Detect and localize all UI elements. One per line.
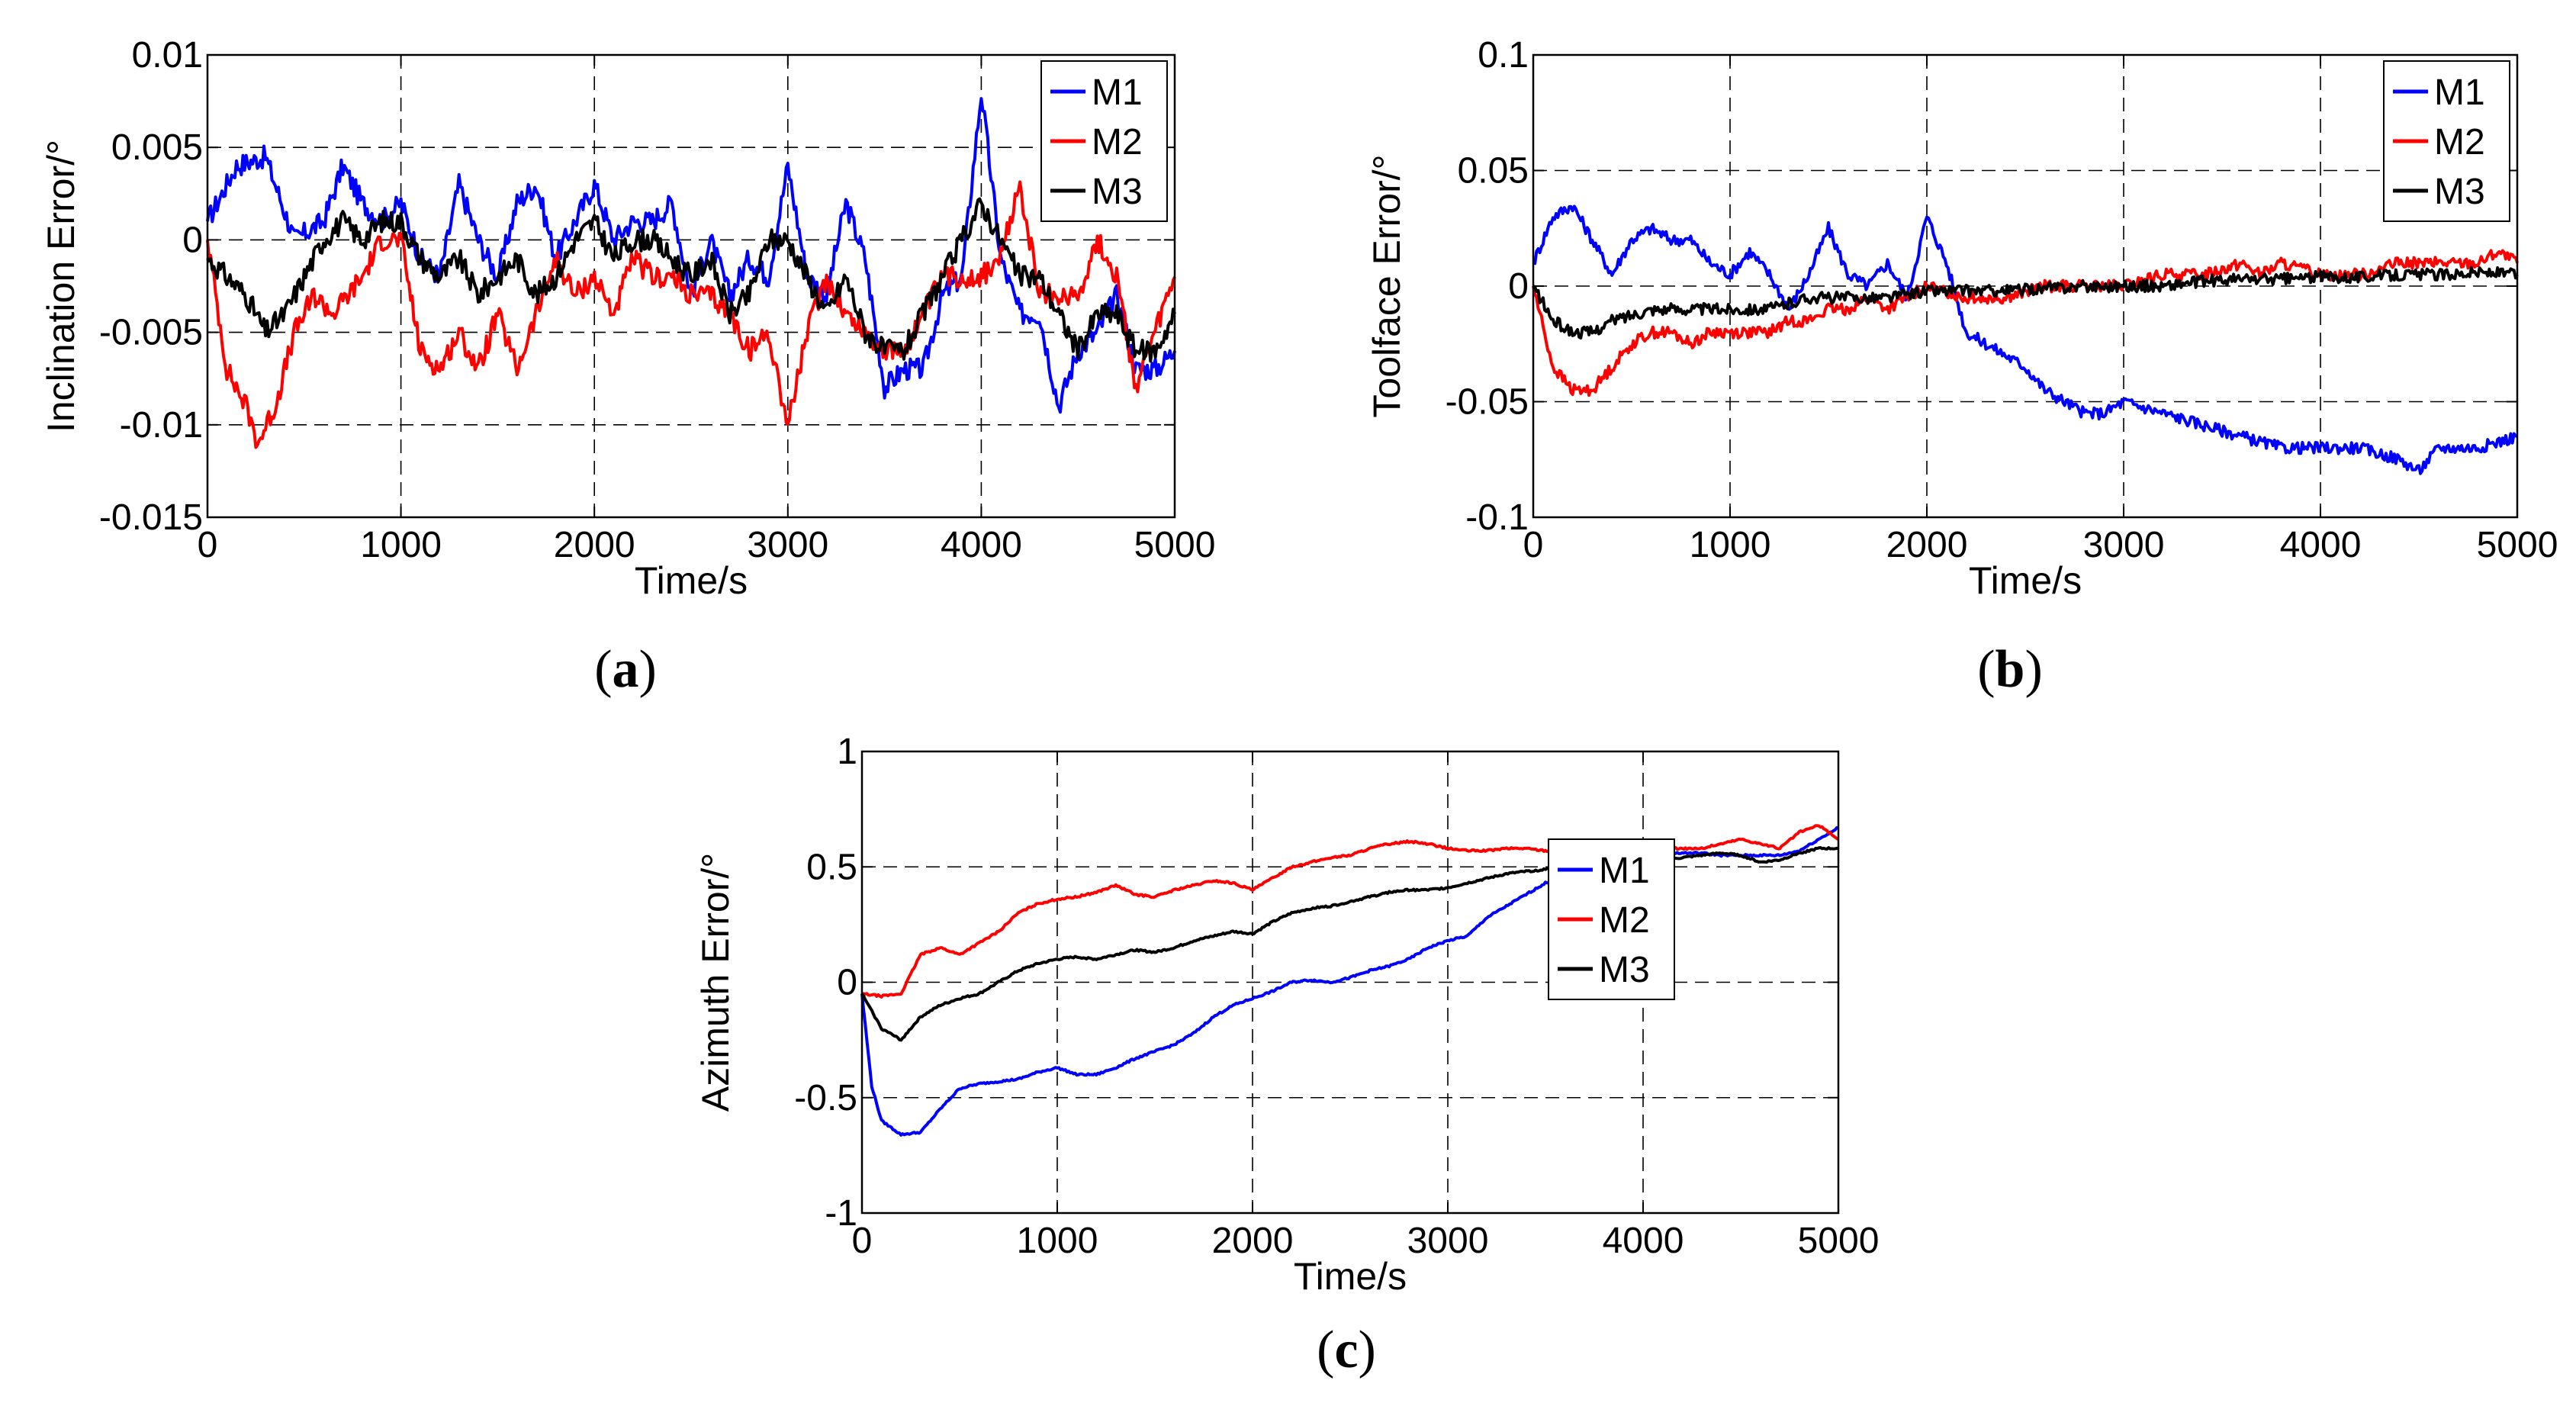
legend: M1 M2 M3	[2383, 60, 2510, 222]
x-tick-label: 4000	[2280, 525, 2362, 565]
y-tick-label: 1	[837, 732, 857, 772]
series-line-M2	[861, 824, 1839, 999]
series-line-M1	[860, 825, 1839, 1137]
panel-b: 0 1000 2000 3000 4000 5000 -0.1 -0.05 0 0.05 0.1 Ti…	[1365, 35, 2558, 699]
x-tick-label: 2000	[1212, 1221, 1294, 1261]
x-tick-label: 3000	[2083, 525, 2165, 565]
series-line-M3	[1532, 265, 2519, 339]
panel-caption: (c)	[1317, 1321, 1376, 1379]
y-tick-label: -1	[825, 1193, 857, 1234]
x-tick-label: 3000	[1407, 1221, 1489, 1261]
x-axis-label: Time/s	[635, 559, 748, 602]
series-line-M2	[206, 180, 1176, 449]
y-axis-label: Toolface Error/°	[1365, 154, 1408, 417]
series-line-M3	[206, 197, 1176, 363]
y-tick-label: 0	[837, 963, 857, 1003]
x-tick-label: 4000	[941, 525, 1022, 565]
series-line-M2	[1532, 249, 2519, 397]
y-tick-label: -0.01	[120, 405, 203, 446]
y-tick-label: 0.05	[1458, 151, 1529, 191]
x-tick-label: 5000	[1134, 525, 1216, 565]
caption-open: (	[1317, 1321, 1334, 1379]
x-tick-label: 5000	[2477, 525, 2558, 565]
x-tick-label: 0	[1523, 525, 1544, 565]
y-axis-label: Inclination Error/°	[40, 140, 82, 433]
legend-label-M1: M1	[2434, 72, 2485, 113]
x-tick-label: 1000	[1690, 525, 1771, 565]
caption-open: (	[594, 640, 612, 699]
x-tick-label: 0	[852, 1221, 873, 1261]
y-tick-label: -0.005	[99, 313, 203, 353]
y-tick-label: 0	[182, 220, 203, 260]
caption-close: )	[639, 640, 657, 699]
x-axis-label: Time/s	[1294, 1255, 1407, 1298]
y-tick-label: 0	[1508, 266, 1529, 307]
y-tick-label: 0.01	[132, 35, 203, 76]
series-line-M3	[860, 846, 1839, 1042]
legend-label-M2: M2	[1599, 900, 1650, 941]
panel-c: 0 1000 2000 3000 4000 5000 -1 -0.5 0 0.5 1 Time/s Az…	[694, 732, 1879, 1379]
x-tick-label: 3000	[747, 525, 828, 565]
legend: M1 M2 M3	[1040, 60, 1168, 222]
legend-label-M3: M3	[2434, 172, 2485, 212]
x-tick-label: 2000	[1886, 525, 1968, 565]
panel-caption: (b)	[1977, 640, 2043, 699]
y-tick-label: 0.5	[806, 847, 857, 887]
y-axis-label: Azimuth Error/°	[694, 853, 737, 1112]
y-tick-label: -0.05	[1446, 382, 1529, 423]
caption-close: )	[1359, 1321, 1376, 1379]
axes-frame	[206, 53, 1176, 519]
x-tick-label: 1000	[360, 525, 442, 565]
caption-close: )	[2024, 640, 2042, 699]
caption-open: (	[1977, 640, 1995, 699]
panel-caption: (a)	[594, 640, 657, 699]
caption-letter: b	[1996, 640, 2025, 699]
x-axis-label: Time/s	[1969, 559, 2082, 602]
x-tick-label: 0	[198, 525, 218, 565]
x-tick-label: 4000	[1603, 1221, 1684, 1261]
panel-a: 0 1000 2000 3000 4000 5000 -0.015 -0.01 -0.005 0 0…	[40, 35, 1215, 699]
y-tick-label: -0.1	[1465, 497, 1529, 538]
legend: M1 M2 M3	[1548, 838, 1675, 1000]
y-tick-label: 0.005	[111, 127, 203, 168]
x-tick-label: 2000	[554, 525, 635, 565]
y-tick-label: -0.5	[794, 1078, 857, 1118]
x-tick-label: 5000	[1798, 1221, 1880, 1261]
legend-label-M2: M2	[1092, 122, 1143, 163]
y-tick-label: -0.015	[99, 497, 203, 538]
caption-letter: a	[613, 640, 639, 699]
legend-label-M1: M1	[1092, 72, 1143, 113]
legend-label-M3: M3	[1599, 950, 1650, 990]
series-line-M1	[1532, 204, 2518, 475]
legend-label-M1: M1	[1599, 851, 1650, 891]
legend-label-M2: M2	[2434, 122, 2485, 163]
y-tick-label: 0.1	[1478, 35, 1529, 76]
caption-letter: c	[1334, 1321, 1358, 1379]
x-tick-label: 1000	[1017, 1221, 1098, 1261]
plot-area	[862, 751, 1838, 1213]
legend-label-M3: M3	[1092, 172, 1143, 212]
